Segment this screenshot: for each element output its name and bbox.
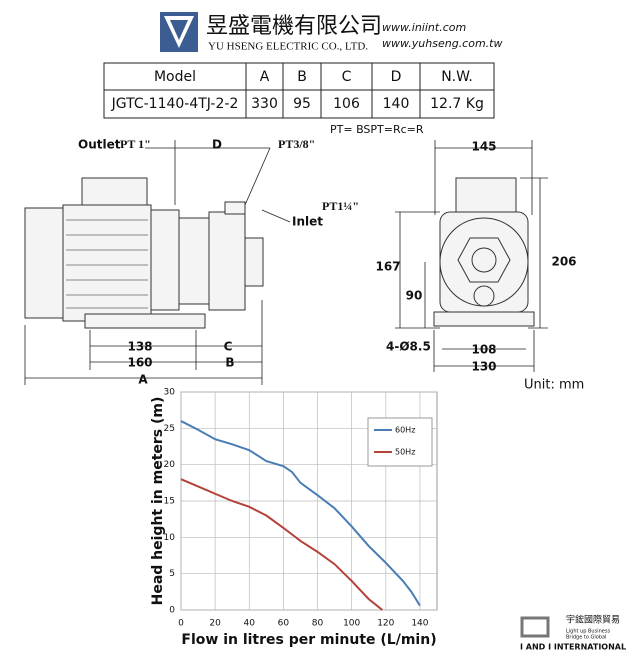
label: 108 [471, 343, 496, 357]
x-tick-label: 100 [343, 619, 360, 629]
url: www.iniint.com [382, 21, 466, 34]
company-cn: 昱盛電機有限公司 [206, 14, 382, 39]
label: Inlet [292, 215, 323, 229]
table-cell: 106 [333, 96, 360, 112]
y-tick-label: 5 [169, 569, 175, 579]
pump-front-view [433, 177, 535, 327]
table-cell: 330 [251, 96, 278, 112]
x-tick-label: 40 [244, 619, 256, 629]
footer-text: Bridge to Global [566, 635, 606, 641]
label: 4-Ø8.5 [386, 340, 431, 354]
table-header: Model [154, 69, 196, 85]
legend-label: 60Hz [395, 426, 415, 435]
dimension-lines [395, 140, 548, 372]
x-tick-label: 20 [209, 619, 221, 629]
x-tick-label: 0 [178, 619, 184, 629]
legend [367, 417, 433, 467]
label: PT1¼" [322, 199, 359, 213]
unit-note: Unit: mm [524, 378, 584, 393]
note: PT= BSPT=Rc=R [330, 123, 424, 136]
footer-text: Light up Business [566, 629, 610, 635]
logo [160, 12, 198, 52]
label: 145 [471, 140, 496, 154]
table-header: D [391, 69, 402, 85]
footer-logo: 宇鋐國際貿易 Light up Business Bridge to Globa… [520, 614, 626, 652]
y-tick-label: 15 [164, 497, 175, 507]
label: 160 [127, 356, 152, 370]
pump-side-view [24, 177, 264, 329]
label: B [225, 356, 234, 370]
label: PT3/8" [278, 137, 315, 151]
y-tick-label: 0 [169, 606, 175, 616]
y-axis-label: Head height in meters (m) [150, 397, 166, 606]
footer-text: I AND I INTERNATIONAL [520, 643, 626, 652]
x-tick-label: 120 [377, 619, 394, 629]
x-tick-label: 140 [411, 619, 428, 629]
table-header: N.W. [441, 69, 473, 85]
y-tick-label: 25 [164, 424, 175, 434]
table-cell: 12.7 Kg [430, 96, 484, 112]
x-tick-label: 60 [278, 619, 290, 629]
series-line [180, 420, 421, 607]
label: Outlet [78, 138, 121, 152]
drawing-labels: 145 167 90 206 4-Ø8.5 108 130 [375, 140, 576, 374]
table-cell: JGTC-1140-4TJ-2-2 [111, 96, 239, 112]
x-axis-label: Flow in litres per minute (L/min) [181, 632, 436, 648]
y-tick-label: 30 [164, 388, 176, 398]
label: 206 [551, 255, 576, 269]
label: PT 1" [120, 137, 151, 151]
y-tick-label: 20 [164, 460, 176, 470]
label: A [138, 373, 148, 387]
footer-text: 宇鋐國際貿易 [566, 614, 620, 626]
table-cell: 95 [293, 96, 311, 112]
url: www.yuhseng.com.tw [382, 37, 502, 50]
label: D [212, 138, 222, 152]
company-en: YU HSENG ELECTRIC CO., LTD. [208, 41, 368, 53]
y-tick-label: 10 [164, 533, 176, 543]
table-header: C [342, 69, 352, 85]
series-line [180, 478, 384, 611]
dimension-lines [24, 140, 291, 385]
label: 138 [127, 340, 152, 354]
table-header: B [297, 69, 307, 85]
table-header: A [260, 69, 270, 85]
label: C [224, 340, 233, 354]
label: 167 [375, 260, 400, 274]
drawing-labels: Outlet PT 1" D PT3/8" PT1¼" Inlet 138 C … [78, 137, 359, 387]
legend-label: 50Hz [395, 448, 415, 457]
label: 90 [406, 289, 423, 303]
label: 130 [471, 360, 496, 374]
x-tick-label: 80 [312, 619, 324, 629]
chart: 0 20 40 60 80 100 120 140 0 5 10 15 20 25 30 60Hz 50Hz [164, 388, 438, 629]
spec-table [103, 62, 495, 119]
table-cell: 140 [383, 96, 410, 112]
